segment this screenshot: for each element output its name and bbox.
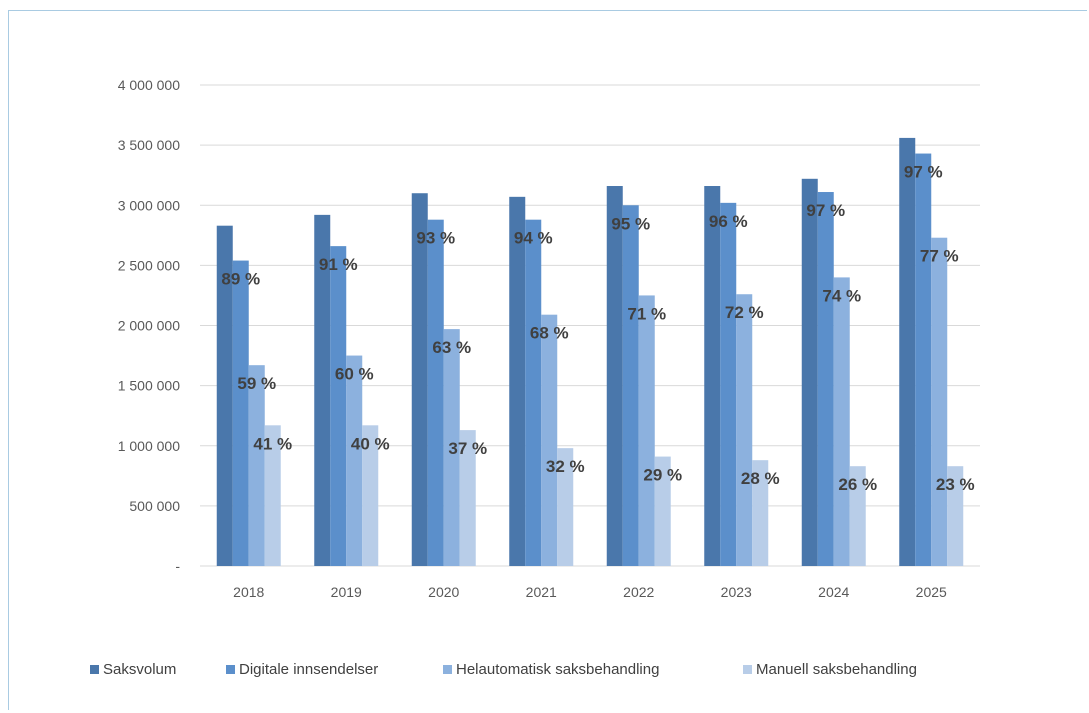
gridlines <box>200 84 980 567</box>
y-tick-label: - <box>175 558 180 574</box>
y-tick-label: 3 500 000 <box>118 137 180 153</box>
bar <box>443 329 460 566</box>
data-label: 32 % <box>546 457 585 476</box>
legend-label: Helautomatisk saksbehandling <box>456 661 659 678</box>
data-label: 60 % <box>335 365 374 384</box>
bars <box>216 137 964 567</box>
bar <box>314 214 331 566</box>
legend-swatch <box>443 665 452 674</box>
bar <box>915 153 932 567</box>
y-tick-label: 3 000 000 <box>118 197 180 213</box>
data-label: 26 % <box>838 475 877 494</box>
data-labels: 89 % 59 % 41 % 91 % 60 % 40 % 93 % 63 % 37 % 94 %… <box>221 163 974 495</box>
bar <box>638 295 655 566</box>
data-label: 97 % <box>904 163 943 182</box>
y-tick-label: 1 000 000 <box>118 438 180 454</box>
legend-label: Manuell saksbehandling <box>756 661 917 678</box>
data-label: 77 % <box>920 247 959 266</box>
bar <box>654 456 671 566</box>
data-label: 96 % <box>709 212 748 231</box>
data-label: 68 % <box>530 324 569 343</box>
data-label: 37 % <box>448 439 487 458</box>
data-label: 93 % <box>416 229 455 248</box>
bar <box>833 277 850 566</box>
bar <box>509 196 526 566</box>
x-axis: 2018 2019 2020 2021 2022 2023 2024 2025 <box>233 584 947 600</box>
bar <box>931 237 948 566</box>
bar <box>557 448 574 566</box>
bar <box>606 186 623 566</box>
bar <box>849 466 866 566</box>
chart-frame <box>8 10 1087 710</box>
data-label: 29 % <box>643 466 682 485</box>
bar <box>459 430 476 566</box>
y-axis: - 500 000 1 000 000 1 500 000 2 000 000 2 500… <box>118 77 181 574</box>
bar <box>330 246 347 566</box>
bar <box>411 193 428 566</box>
x-tick-label: 2022 <box>623 584 654 600</box>
data-label: 71 % <box>627 304 666 323</box>
bar <box>752 460 769 566</box>
bar <box>346 355 363 566</box>
x-tick-label: 2018 <box>233 584 264 600</box>
bar <box>525 219 542 566</box>
data-label: 40 % <box>351 434 390 453</box>
bar <box>704 186 721 566</box>
x-tick-label: 2023 <box>721 584 752 600</box>
x-tick-label: 2025 <box>916 584 947 600</box>
data-label: 63 % <box>432 338 471 357</box>
data-label: 97 % <box>806 201 845 220</box>
data-label: 89 % <box>221 270 260 289</box>
data-label: 41 % <box>253 434 292 453</box>
bar <box>899 137 916 566</box>
bar <box>362 425 379 566</box>
data-label: 23 % <box>936 475 975 494</box>
bar <box>801 178 818 567</box>
legend-swatch <box>226 665 235 674</box>
legend-swatch <box>90 665 99 674</box>
bar <box>817 192 834 566</box>
y-tick-label: 4 000 000 <box>118 77 180 93</box>
bar <box>947 466 964 566</box>
legend-swatch <box>743 665 752 674</box>
bar <box>232 260 249 566</box>
x-tick-label: 2021 <box>526 584 557 600</box>
y-tick-label: 500 000 <box>129 498 180 514</box>
x-tick-label: 2020 <box>428 584 459 600</box>
y-tick-label: 1 500 000 <box>118 378 180 394</box>
bar <box>216 225 233 566</box>
bar <box>248 365 265 566</box>
x-tick-label: 2019 <box>331 584 362 600</box>
x-tick-label: 2024 <box>818 584 849 600</box>
data-label: 95 % <box>611 214 650 233</box>
bar <box>264 425 281 566</box>
bar <box>736 294 753 566</box>
bar <box>541 314 558 566</box>
y-tick-label: 2 000 000 <box>118 318 180 334</box>
data-label: 91 % <box>319 255 358 274</box>
bar <box>427 219 444 566</box>
bar <box>622 205 639 566</box>
bar <box>720 202 737 566</box>
legend-label: Saksvolum <box>103 661 176 678</box>
data-label: 59 % <box>237 374 276 393</box>
data-label: 28 % <box>741 469 780 488</box>
data-label: 94 % <box>514 229 553 248</box>
data-label: 74 % <box>822 286 861 305</box>
data-label: 72 % <box>725 303 764 322</box>
legend-label: Digitale innsendelser <box>239 661 378 678</box>
y-tick-label: 2 500 000 <box>118 257 180 273</box>
legend: Saksvolum Digitale innsendelser Helautomat… <box>90 661 917 678</box>
